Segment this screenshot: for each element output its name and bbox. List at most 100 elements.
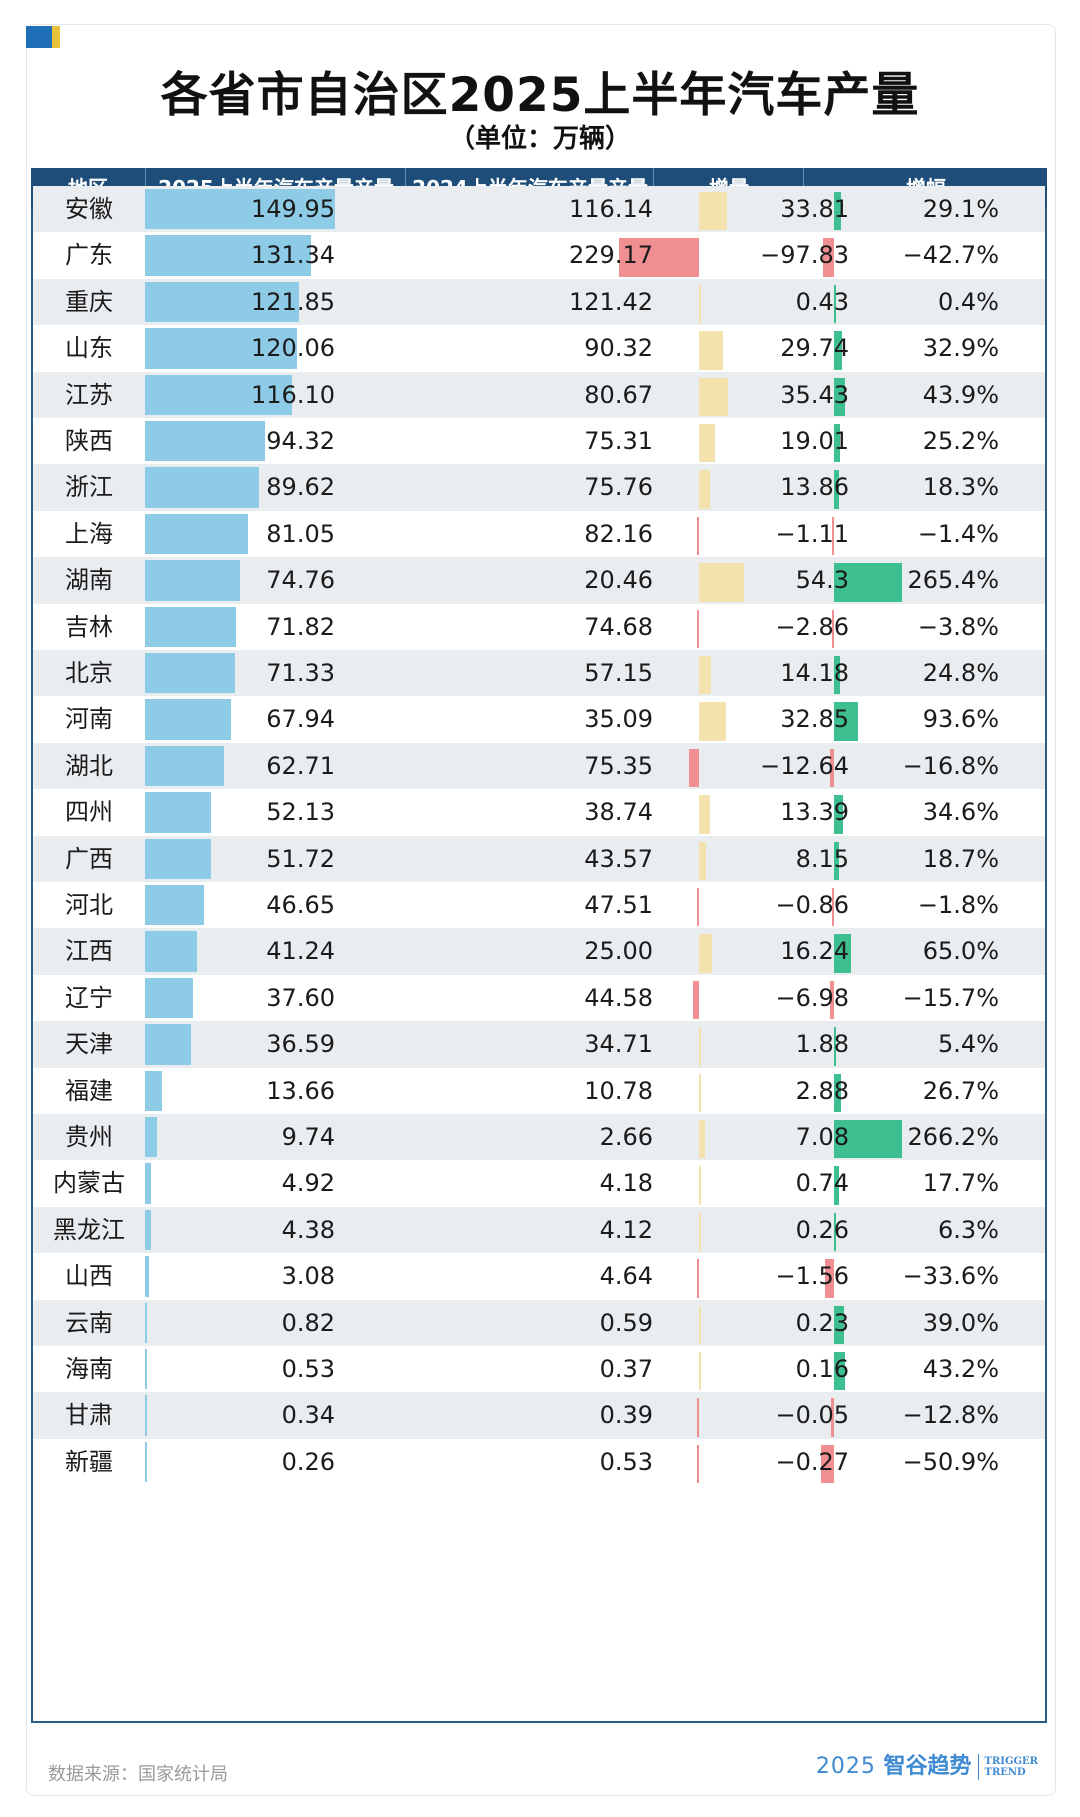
value-2024: 116.14 — [569, 195, 653, 223]
bar-2025 — [145, 653, 236, 694]
value-2025: 52.13 — [266, 798, 335, 827]
table-row: 上海 81.05 82.16 −1.11 −1.4% — [33, 511, 1045, 557]
growth-bar — [834, 470, 839, 509]
bar-2025 — [145, 513, 248, 555]
value-2024: 47.51 — [584, 891, 653, 919]
data-table — [31, 168, 1047, 1723]
value-2024: 43.57 — [584, 844, 653, 873]
growth-bar — [834, 702, 859, 741]
value-2025: 4.92 — [281, 1169, 335, 1198]
value-2024: 34.71 — [584, 1030, 653, 1059]
value-delta: 8.15 — [795, 844, 849, 873]
value-growth: 43.9% — [922, 380, 999, 409]
region-name: 上海 — [65, 519, 113, 548]
value-2025: 51.72 — [266, 844, 335, 873]
table-row: 山东 120.06 90.32 29.74 32.9% — [33, 325, 1045, 371]
bar-2025 — [145, 1209, 151, 1251]
value-delta: −12.64 — [760, 751, 849, 780]
value-growth: 0.4% — [938, 287, 999, 316]
value-growth: 43.2% — [922, 1355, 999, 1383]
bar-2025 — [145, 1441, 147, 1483]
value-growth: 39.0% — [922, 1308, 999, 1337]
region-name: 广西 — [65, 844, 113, 873]
region-name: 江西 — [65, 937, 113, 966]
value-delta: 29.74 — [780, 334, 849, 363]
table-row: 湖南 74.76 20.46 54.3 265.4% — [33, 557, 1045, 604]
value-2024: 90.32 — [584, 334, 653, 363]
growth-bar — [820, 1444, 834, 1484]
delta-bar — [699, 841, 706, 880]
table-row: 内蒙古 4.92 4.18 0.74 17.7% — [33, 1160, 1045, 1206]
delta-bar — [618, 238, 699, 277]
value-growth: 266.2% — [907, 1123, 999, 1151]
growth-bar — [834, 934, 851, 973]
bar-2025 — [145, 467, 259, 508]
value-growth: 265.4% — [907, 566, 999, 595]
value-growth: 26.7% — [922, 1076, 999, 1105]
table-row: 福建 13.66 10.78 2.88 26.7% — [33, 1068, 1045, 1114]
growth-bar — [834, 1305, 844, 1344]
brand-english-1: TRIGGER — [984, 1756, 1038, 1767]
value-growth: 34.6% — [922, 798, 999, 827]
delta-bar — [699, 1212, 701, 1252]
bar-2025 — [145, 1302, 147, 1343]
value-growth: 65.0% — [922, 937, 999, 966]
table-row: 甘肃 0.34 0.39 −0.05 −12.8% — [33, 1392, 1045, 1439]
bar-2025 — [145, 1117, 158, 1158]
brand-year: 2025 — [815, 1754, 876, 1779]
region-name: 陕西 — [65, 427, 113, 455]
region-name: 福建 — [65, 1076, 113, 1105]
value-delta: 0.16 — [795, 1355, 849, 1383]
value-2024: 35.09 — [584, 705, 653, 734]
value-2024: 4.12 — [599, 1215, 653, 1244]
region-name: 贵州 — [65, 1123, 113, 1151]
value-delta: −97.83 — [760, 241, 849, 270]
value-2024: 38.74 — [584, 798, 653, 827]
table-row: 安徽 149.95 116.14 33.81 29.1% — [33, 186, 1045, 233]
value-delta: −0.05 — [775, 1401, 849, 1430]
value-growth: −16.8% — [902, 751, 999, 780]
value-growth: −42.7% — [902, 241, 999, 270]
growth-bar — [834, 795, 843, 834]
value-2025: 3.08 — [281, 1262, 335, 1291]
bar-2025 — [145, 885, 205, 926]
growth-bar — [829, 748, 834, 788]
bar-2025 — [145, 374, 293, 415]
region-name: 山西 — [65, 1262, 113, 1291]
value-delta: 14.18 — [780, 659, 849, 687]
region-name: 黑龙江 — [53, 1215, 125, 1244]
value-delta: −1.11 — [775, 519, 849, 548]
delta-bar — [699, 1027, 701, 1066]
value-delta: 35.43 — [780, 380, 849, 409]
brand-mark — [26, 26, 52, 48]
value-2024: 0.39 — [599, 1401, 653, 1430]
brand-mark-accent — [52, 26, 60, 48]
value-delta: 0.74 — [795, 1169, 849, 1198]
bar-2025 — [145, 838, 211, 879]
growth-bar — [834, 1352, 846, 1391]
delta-bar — [699, 331, 724, 370]
table-row: 湖北 62.71 75.35 −12.64 −16.8% — [33, 742, 1045, 790]
bar-2025 — [145, 189, 335, 230]
growth-bar — [834, 656, 841, 695]
table-row: 贵州 9.74 2.66 7.08 266.2% — [33, 1114, 1045, 1161]
value-growth: −33.6% — [902, 1262, 999, 1291]
table-row: 黑龙江 4.38 4.12 0.26 6.3% — [33, 1206, 1045, 1254]
brand-name: 智谷趋势 — [883, 1754, 972, 1779]
value-2025: 120.06 — [251, 334, 335, 363]
value-delta: −0.86 — [775, 891, 849, 919]
delta-bar — [699, 470, 711, 509]
value-delta: −0.27 — [775, 1447, 849, 1476]
growth-bar — [834, 1120, 902, 1159]
bar-2025 — [145, 745, 225, 787]
value-delta: 0.23 — [795, 1308, 849, 1337]
table-row: 山西 3.08 4.64 −1.56 −33.6% — [33, 1253, 1045, 1299]
delta-bar — [699, 377, 729, 416]
growth-bar — [832, 609, 834, 648]
bar-2025 — [145, 792, 212, 833]
region-name: 四州 — [65, 798, 113, 827]
growth-bar — [834, 563, 902, 602]
value-growth: −15.7% — [902, 983, 999, 1012]
growth-bar — [834, 424, 841, 463]
delta-bar — [699, 1120, 705, 1159]
